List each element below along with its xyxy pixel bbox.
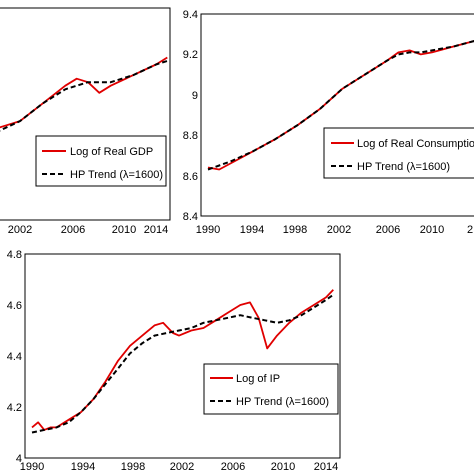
consumption-xtick-label: 1994 [240, 224, 264, 236]
consumption-legend-label: HP Trend (λ=1600) [357, 161, 450, 173]
ip-series-actual-line [31, 289, 334, 431]
ip-legend-label: HP Trend (λ=1600) [236, 396, 329, 408]
ip-ytick-label: 4.8 [7, 249, 22, 261]
ip-axes-box [24, 253, 341, 459]
panel-consumption: 8.4 8.6 8.8 9 9.2 9.4 1990 1994 1998 200… [183, 9, 474, 236]
gdp-xtick-label: 2014 [144, 224, 168, 236]
consumption-xtick-label: 2 [467, 224, 473, 236]
gdp-x-axis: 2002 2006 2010 2014 [8, 224, 168, 236]
consumption-xtick-label: 1990 [196, 224, 220, 236]
ip-xtick-label: 1998 [121, 461, 145, 473]
consumption-xtick-label: 2010 [420, 224, 444, 236]
ip-ytick-label: 4.6 [7, 300, 22, 312]
consumption-legend-label: Log of Real Consumption [357, 138, 474, 150]
gdp-series-actual-line [0, 56, 168, 129]
ip-xtick-label: 2014 [314, 461, 338, 473]
consumption-series-hp-trend-line [207, 40, 474, 171]
ip-xtick-label: 1994 [71, 461, 95, 473]
consumption-ytick-label: 8.8 [183, 130, 198, 142]
ip-plot-area [31, 289, 334, 434]
consumption-x-axis: 1990 1994 1998 2002 2006 2010 2 [196, 224, 473, 236]
ip-xtick-label: 1990 [20, 461, 44, 473]
gdp-xtick-label: 2010 [112, 224, 136, 236]
ip-legend: Log of IP HP Trend (λ=1600) [203, 363, 339, 415]
ip-y-axis: 4 4.2 4.4 4.6 4.8 [7, 249, 22, 465]
panel-ip: 4 4.2 4.4 4.6 4.8 1990 1994 1998 2002 20… [7, 249, 341, 473]
consumption-ytick-label: 9 [192, 90, 198, 102]
consumption-plot-area [207, 40, 474, 171]
ip-xtick-label: 2010 [271, 461, 295, 473]
consumption-xtick-label: 2002 [327, 224, 351, 236]
ip-legend-box [203, 363, 339, 415]
gdp-plot-area [0, 56, 168, 132]
consumption-xtick-label: 1998 [283, 224, 307, 236]
consumption-ytick-label: 8.6 [183, 171, 198, 183]
gdp-legend: Log of Real GDP HP Trend (λ=1600) [35, 135, 167, 187]
ip-ytick-label: 4.4 [7, 351, 22, 363]
gdp-legend-box [35, 135, 167, 187]
ip-x-axis: 1990 1994 1998 2002 2006 2010 2014 [20, 461, 338, 473]
ip-xtick-label: 2006 [221, 461, 245, 473]
gdp-series-hp-trend-line [0, 60, 168, 132]
consumption-legend-box [323, 127, 474, 179]
panel-gdp: 2002 2006 2010 2014 Log of Real GDP HP T… [0, 7, 171, 236]
ip-xtick-label: 2002 [170, 461, 194, 473]
consumption-ytick-label: 9.2 [183, 49, 198, 61]
consumption-xtick-label: 2006 [376, 224, 400, 236]
gdp-xtick-label: 2002 [8, 224, 32, 236]
consumption-ytick-label: 8.4 [183, 211, 198, 223]
consumption-axes-box [200, 13, 474, 217]
ip-ytick-label: 4.2 [7, 402, 22, 414]
gdp-legend-label: HP Trend (λ=1600) [70, 169, 163, 181]
gdp-xtick-label: 2006 [61, 224, 85, 236]
consumption-ytick-label: 9.4 [183, 9, 198, 21]
gdp-legend-label: Log of Real GDP [70, 146, 153, 158]
ip-legend-label: Log of IP [236, 373, 280, 385]
gdp-axes-box [0, 7, 171, 221]
ip-ytick-label: 4 [16, 453, 22, 465]
ip-series-hp-trend-line [31, 293, 334, 434]
consumption-y-axis: 8.4 8.6 8.8 9 9.2 9.4 [183, 9, 198, 223]
consumption-legend: Log of Real Consumption HP Trend (λ=1600… [323, 127, 474, 179]
